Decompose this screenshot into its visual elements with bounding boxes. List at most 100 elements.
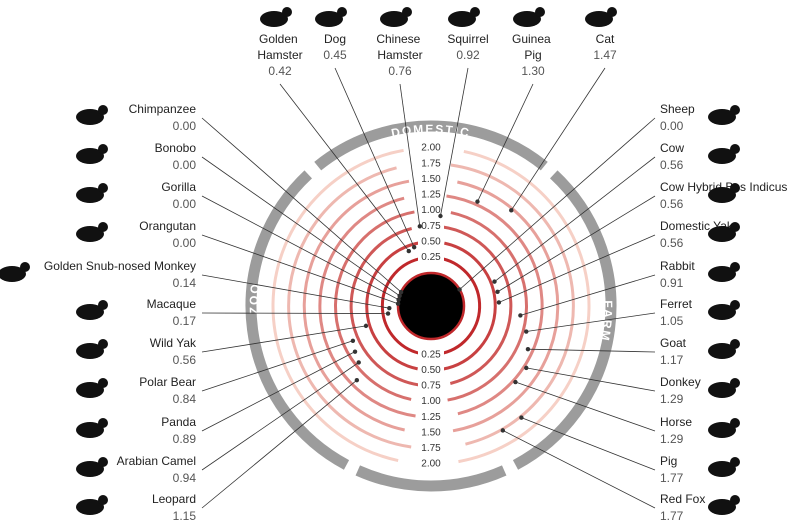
icon	[470, 7, 480, 17]
icon	[76, 304, 104, 320]
icon	[76, 226, 104, 242]
icon	[708, 266, 736, 282]
animal-value: 0.56	[173, 353, 197, 367]
data-point	[524, 365, 529, 371]
group-ring	[355, 465, 507, 492]
animal-name: Chinese Hamster	[376, 32, 423, 62]
group-label-text: FARM	[597, 300, 613, 343]
icon	[535, 7, 545, 17]
ring-tick-label: 1.75	[421, 158, 441, 169]
data-point	[406, 248, 412, 254]
animal-name: Squirrel	[447, 32, 488, 46]
animal-name: Red Fox	[660, 492, 705, 506]
ring	[447, 211, 528, 402]
group-label-text: ZOO	[247, 282, 261, 315]
animal-name: Guinea Pig	[512, 32, 554, 62]
icon	[708, 187, 736, 203]
icon	[76, 109, 104, 125]
animal-name: Wild Yak	[150, 336, 197, 350]
ring-tick-label: 0.25	[421, 252, 441, 263]
tick-bg	[418, 394, 444, 409]
icon	[260, 11, 288, 27]
icon	[0, 266, 26, 282]
icon	[20, 262, 30, 272]
leader-line	[526, 367, 656, 392]
animal-value: 0.00	[173, 119, 197, 133]
group-label: FARM	[597, 300, 615, 343]
ring	[450, 163, 575, 446]
icon	[730, 144, 740, 154]
data-point	[397, 293, 402, 299]
data-point	[356, 360, 361, 365]
ring-tick-label: 0.25	[421, 349, 441, 360]
tick-bg	[418, 156, 444, 171]
animal-value: 0.91	[660, 276, 684, 290]
icon	[708, 226, 736, 242]
icon	[76, 187, 104, 203]
leader-line	[527, 348, 656, 353]
animal-name: Polar Bear	[139, 375, 196, 389]
data-point	[525, 346, 531, 352]
animal-name: Golden Hamster	[257, 32, 302, 62]
icon	[730, 378, 740, 388]
animal-value: 1.15	[173, 509, 197, 523]
group-ring	[314, 120, 548, 171]
animal-value: 0.45	[323, 48, 347, 62]
ring-tick-label: 1.00	[421, 205, 441, 216]
data-point	[354, 377, 360, 383]
animal-value: 0.92	[456, 48, 480, 62]
animal-name: Cow	[660, 141, 684, 155]
data-point	[417, 224, 422, 229]
animal-value: 0.56	[660, 158, 684, 172]
animal-value: 0.89	[173, 432, 197, 446]
icon	[98, 222, 108, 232]
tick-bg	[418, 425, 444, 440]
data-point	[513, 379, 518, 385]
leader-line	[201, 117, 402, 293]
icon	[76, 422, 104, 438]
leader-line	[201, 274, 390, 309]
animal-name: Goat	[660, 336, 687, 350]
tick-bg	[418, 363, 444, 378]
ring-tick-label: 0.50	[421, 236, 441, 247]
icon	[98, 144, 108, 154]
leader-line	[334, 67, 415, 248]
icon	[337, 7, 347, 17]
icon	[282, 7, 292, 17]
ring-tick-label: 1.75	[421, 443, 441, 454]
animal-value: 1.05	[660, 314, 684, 328]
animal-name: Panda	[161, 415, 196, 429]
icon	[730, 105, 740, 115]
ring-tick-label: 1.00	[421, 396, 441, 407]
icon	[730, 222, 740, 232]
group-ring	[512, 170, 617, 470]
data-point	[492, 279, 497, 284]
data-point	[524, 329, 529, 334]
leader-line	[279, 83, 410, 252]
animal-name: Rabbit	[660, 259, 695, 273]
leader-line	[497, 195, 656, 293]
leader-line	[459, 117, 656, 290]
icon	[76, 382, 104, 398]
leader-line	[494, 156, 656, 282]
ring-tick-label: 2.00	[421, 459, 441, 470]
icon	[98, 378, 108, 388]
ring	[365, 241, 421, 371]
ring	[349, 227, 421, 387]
leader-line	[399, 83, 421, 227]
data-point	[519, 415, 524, 420]
icon	[402, 7, 412, 17]
data-point	[495, 289, 500, 295]
ring	[380, 257, 425, 356]
leader-line	[502, 430, 656, 509]
icon	[76, 499, 104, 515]
icon	[708, 343, 736, 359]
animal-value: 0.14	[173, 276, 197, 290]
icon	[730, 495, 740, 505]
animal-name: Horse	[660, 415, 692, 429]
icon	[585, 11, 613, 27]
animal-name: Bonobo	[155, 141, 197, 155]
leader-line	[201, 325, 367, 353]
animal-name: Sheep	[660, 102, 695, 116]
icon	[98, 418, 108, 428]
